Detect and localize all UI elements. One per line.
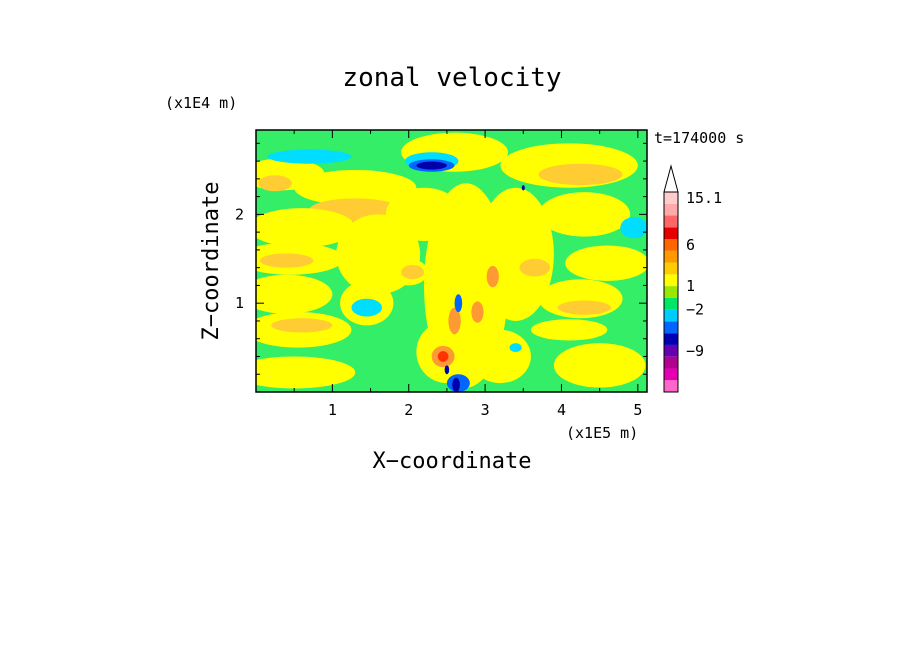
x-tick-label: 5 [633,401,642,419]
x-unit-label: (x1E5 m) [566,424,638,442]
field-contour-orange [538,163,623,186]
colorbar-segment [664,286,678,298]
colorbar-segment [664,380,678,392]
field-contour-yellow [256,274,333,314]
field-contour-yellow [538,192,631,237]
colorbar-segment [664,274,678,287]
colorbar-segment [664,262,678,275]
field-contour-dark_orange [486,265,499,288]
colorbar-segment [664,227,678,240]
plot-frame [255,129,648,393]
field-contour-yellow [469,329,531,384]
colorbar-extend-arrow [663,164,679,193]
colorbar-label: −2 [686,301,704,319]
field-contour-cyan [620,217,647,239]
colorbar-segment [664,344,678,357]
field-contour-yellow [553,343,646,388]
field-contour-navy [444,365,450,375]
colorbar: −9 −2 1 6 15.1 [663,164,722,393]
field-contour-yellow [256,356,356,389]
x-axis-ticks: 1 2 3 4 5 [293,130,642,419]
x-tick-label: 2 [404,401,413,419]
field-contour-orange [259,253,314,268]
field-contour-navy [521,185,525,191]
field-contour-orange [401,264,425,280]
field-contour-dark_orange [448,307,461,335]
field-contour-yellow [565,245,647,281]
colorbar-segment [664,309,678,322]
field-contour-orange [557,300,612,315]
field-contour-yellow [294,169,417,206]
colorbar-label: −9 [686,342,704,360]
colorbar-segment [664,239,678,251]
y-tick-label: 1 [235,294,244,312]
x-tick-label: 1 [328,401,337,419]
field-contour-navy [416,161,447,170]
field-contour-red [437,351,449,362]
plot-area [255,129,648,393]
y-axis-label: Z−coordinate [199,182,224,341]
y-unit-label: (x1E4 m) [165,94,237,112]
field-contour-orange [271,318,333,333]
colorbar-segment [664,333,678,345]
colorbar-segment [664,321,678,334]
field-contour-cyan [267,149,352,164]
y-tick-label: 2 [235,205,244,223]
time-label: t=174000 s [654,129,744,147]
colorbar-segment [664,368,678,381]
colorbar-segment [664,215,678,228]
colorbar-segment [664,192,678,204]
colorbar-label: 15.1 [686,189,722,207]
field-contour-orange [519,258,551,277]
colorbar-frame [663,191,679,393]
field-contour-dark_orange [471,301,484,323]
colorbar-segment [664,297,678,310]
x-tick-label: 3 [481,401,490,419]
y-axis-ticks: 12 [235,142,647,375]
field-contour-orange [258,175,292,192]
field-contour-yellow [477,187,554,321]
field-contour-yellow [256,208,356,248]
colorbar-label: 1 [686,277,695,295]
colorbar-segment [664,203,678,216]
field-contour-cyan [351,298,383,317]
x-axis-label: X−coordinate [373,449,532,474]
colorbar-segment [664,250,678,263]
field-contour-blue [454,294,463,313]
field-contour-navy [452,377,460,392]
field-contour-yellow [530,319,608,341]
colorbar-segment [664,356,678,369]
colorbar-label: 6 [686,236,695,254]
field-contour-cyan [509,343,522,353]
chart-title: zonal velocity [342,63,561,93]
x-tick-label: 4 [557,401,566,419]
velocity-field [256,132,647,392]
